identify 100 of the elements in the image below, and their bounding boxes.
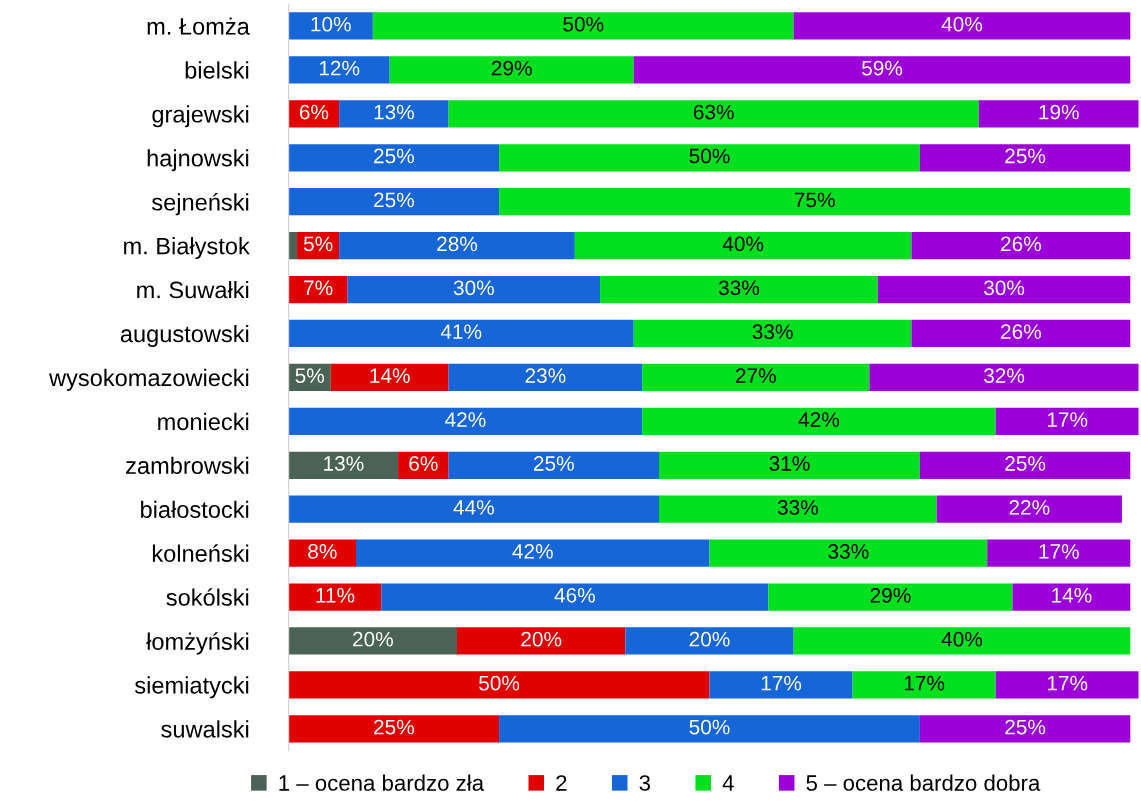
data-label: 42% [798,412,840,427]
data-label: 17% [1047,412,1088,427]
data-label: 25% [374,148,414,164]
bar [919,715,1131,743]
data-label: 17% [761,675,802,691]
bar [574,232,912,260]
bar [768,583,1013,611]
bar [288,671,710,699]
data-label: 20% [353,631,393,647]
bar [288,144,500,172]
y-tick-label: łomżyński [146,632,249,655]
y-tick-label: m. Białystok [124,237,250,260]
bar [793,627,1131,655]
data-label: 13% [374,104,414,120]
bar [877,275,1131,304]
y-tick-label: siemiatycki [134,676,249,699]
bar [709,671,853,699]
data-label: 50% [563,16,604,32]
data-label: 20% [689,631,730,647]
bar [457,627,626,655]
bar [499,188,1131,216]
data-label: 6% [409,456,438,471]
data-label: 20% [521,631,562,647]
bar [288,451,399,479]
bar [398,451,449,479]
bar [288,407,643,435]
bar [288,275,348,304]
bar [793,12,1131,40]
data-label: 40% [722,236,764,252]
data-label: 33% [718,280,760,296]
data-label: 19% [1039,104,1079,120]
data-label: 75% [794,192,835,208]
data-label: 8% [308,543,337,559]
bar [625,627,794,655]
y-tick-label: sokólski [166,588,249,606]
data-label: 17% [904,675,945,691]
bar [911,232,1131,260]
y-tick-label: hajnowski [147,149,249,172]
legend-label: 1 – ocena bardzo zła [279,774,485,791]
bar [347,275,601,304]
data-label: 50% [689,148,730,164]
data-label: 41% [440,324,482,339]
y-tick-label: grajewski [152,105,249,128]
bar [658,495,937,523]
bar [339,232,575,260]
data-label: 11% [316,587,355,603]
bar [633,319,912,348]
bar [911,319,1131,348]
data-label: 31% [769,456,810,471]
bar [869,363,1139,392]
data-label: 42% [445,412,486,427]
data-label: 25% [533,456,574,471]
data-label: 25% [1005,456,1046,471]
bar [288,715,500,743]
bar [658,451,920,479]
y-tick-label: augustowski [120,324,249,347]
data-label: 6% [299,104,329,120]
y-tick-label: moniecki [158,412,249,431]
data-label: 29% [870,587,911,603]
data-label: 7% [304,280,333,296]
bar [919,144,1131,172]
bar [600,275,878,304]
bar [919,451,1131,479]
bar [448,451,659,479]
y-tick-label: zambrowski [126,456,249,475]
data-label: 59% [862,60,903,76]
bar [978,100,1139,128]
bar [288,539,356,567]
data-label: 23% [525,368,566,383]
y-tick-label: białostocki [141,500,249,518]
data-label: 25% [1005,719,1046,735]
legend-label: 4 [722,775,734,791]
data-label: 33% [777,500,818,515]
data-label: 5% [303,236,333,252]
y-tick-label: wysokomazowiecki [49,368,249,391]
data-label: 30% [453,280,494,296]
bar [709,539,988,567]
bar [995,407,1139,435]
data-label: 25% [374,192,414,208]
data-label: 14% [1052,587,1092,603]
bar [995,671,1139,699]
y-tick-label: m. Suwałki [137,281,249,299]
bar [448,100,979,128]
bar [288,12,373,40]
bar [356,539,710,567]
bar [499,715,920,743]
bar [288,232,298,260]
data-label: 29% [491,60,532,76]
data-label: 30% [984,280,1025,296]
data-label: 50% [479,675,520,691]
bar [389,56,634,84]
bar [339,100,449,128]
data-label: 10% [311,16,351,32]
data-label: 12% [319,60,360,76]
y-tick-label: kolneński [152,544,249,562]
bar [372,12,794,40]
bar [288,319,634,348]
data-label: 13% [324,456,364,471]
y-tick-label: suwalski [161,720,249,738]
bar [1012,583,1131,611]
